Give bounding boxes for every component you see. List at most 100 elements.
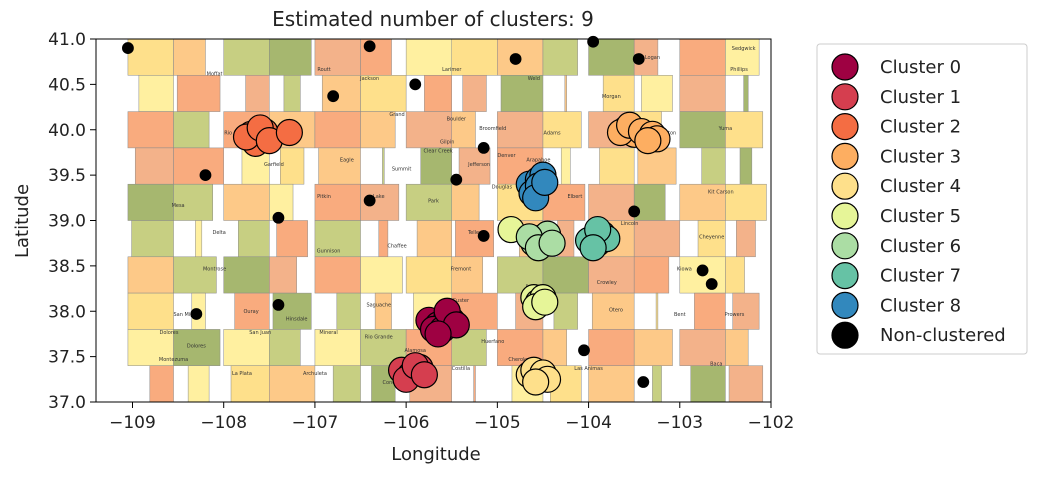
county-region bbox=[701, 147, 726, 185]
county-label: Routt bbox=[317, 67, 330, 73]
county-region bbox=[314, 183, 361, 221]
legend-label: Cluster 6 bbox=[880, 236, 961, 257]
county-region bbox=[382, 147, 385, 185]
data-point bbox=[705, 278, 718, 290]
data-point bbox=[272, 211, 285, 224]
data-point bbox=[696, 264, 709, 277]
county-region bbox=[497, 111, 544, 149]
county-label: Jefferson bbox=[467, 162, 490, 168]
series-3 bbox=[606, 111, 671, 155]
legend-item: Cluster 6 bbox=[831, 232, 961, 260]
data-point bbox=[522, 368, 550, 396]
county-region bbox=[633, 183, 666, 221]
county-label: Hinsdale bbox=[286, 316, 308, 322]
y-tick-label: 41.0 bbox=[48, 30, 86, 50]
county-region bbox=[633, 256, 670, 294]
county-label: Montezuma bbox=[159, 357, 188, 363]
county-region bbox=[641, 75, 673, 112]
county-label: Dolores bbox=[187, 344, 206, 350]
county-region bbox=[195, 220, 203, 258]
county-label: Chaffee bbox=[387, 244, 406, 250]
legend-frame bbox=[816, 43, 1028, 355]
county-region bbox=[314, 220, 361, 258]
county-label: Adams bbox=[544, 130, 561, 136]
county-label: Montrose bbox=[203, 266, 226, 272]
series-8 bbox=[515, 161, 559, 212]
county-label: Lincoln bbox=[621, 221, 639, 227]
county-region bbox=[245, 75, 270, 112]
county-label: Phillips bbox=[730, 67, 748, 73]
county-region bbox=[269, 329, 301, 366]
county-region bbox=[173, 147, 224, 185]
county-region bbox=[360, 75, 407, 112]
county-region bbox=[173, 183, 214, 221]
x-tick-label: −104 bbox=[565, 413, 612, 433]
county-region bbox=[743, 75, 749, 112]
county-region bbox=[332, 365, 361, 402]
x-tick-label: −103 bbox=[656, 413, 703, 433]
data-point bbox=[410, 361, 438, 389]
y-tick-label: 39.0 bbox=[48, 212, 86, 232]
data-point bbox=[450, 173, 463, 186]
county-region bbox=[127, 256, 174, 294]
county-label: Grand bbox=[389, 112, 404, 118]
series-6 bbox=[515, 220, 566, 262]
county-label: Custer bbox=[453, 298, 470, 304]
legend-item: Cluster 0 bbox=[831, 53, 961, 81]
county-label: Garfield bbox=[264, 162, 284, 168]
county-region bbox=[405, 183, 452, 221]
county-label: Kiowa bbox=[677, 266, 692, 272]
legend-label: Cluster 2 bbox=[880, 117, 961, 138]
county-region bbox=[542, 111, 582, 149]
county-region bbox=[283, 75, 301, 112]
county-label: Logan bbox=[645, 55, 660, 61]
county-region bbox=[314, 111, 361, 149]
data-point bbox=[587, 35, 600, 48]
county-region bbox=[424, 75, 452, 112]
county-label: Alamosa bbox=[405, 348, 426, 354]
legend-marker bbox=[831, 262, 859, 290]
county-label: Gilpin bbox=[440, 139, 454, 145]
chart-title: Estimated number of clusters: 9 bbox=[272, 7, 594, 31]
county-label: Broomfield bbox=[479, 126, 506, 132]
series-0 bbox=[415, 297, 470, 348]
legend-label: Cluster 8 bbox=[880, 295, 961, 316]
county-region bbox=[633, 220, 681, 258]
county-region bbox=[173, 111, 210, 149]
series-4 bbox=[515, 356, 562, 396]
county-region bbox=[473, 365, 476, 402]
county-label: Arapahoe bbox=[526, 158, 550, 164]
county-label: Archuleta bbox=[303, 371, 327, 377]
legend-item: Cluster 2 bbox=[831, 112, 961, 141]
y-tick-label: 38.5 bbox=[48, 257, 86, 277]
county-label: Yuma bbox=[718, 126, 733, 132]
county-region bbox=[127, 292, 174, 330]
county-label: Boulder bbox=[447, 117, 467, 123]
x-tick-label: −105 bbox=[474, 413, 521, 433]
legend-label: Cluster 3 bbox=[880, 146, 961, 167]
county-region bbox=[269, 39, 312, 76]
county-region bbox=[655, 292, 659, 330]
county-label: Mineral bbox=[319, 330, 337, 336]
data-point bbox=[578, 344, 590, 357]
x-tick-label: −107 bbox=[292, 413, 339, 433]
county-region bbox=[588, 183, 635, 221]
county-label: Baca bbox=[710, 362, 722, 368]
county-region bbox=[269, 256, 297, 294]
data-point bbox=[538, 229, 566, 257]
data-point bbox=[628, 205, 641, 218]
county-region bbox=[127, 183, 174, 221]
county-label: La Plata bbox=[232, 371, 252, 377]
county-region bbox=[451, 183, 480, 221]
legend-label: Cluster 7 bbox=[880, 266, 961, 287]
county-label: Conejos bbox=[383, 380, 403, 386]
county-region bbox=[732, 292, 760, 330]
county-region bbox=[542, 39, 578, 76]
county-label: Bent bbox=[674, 312, 686, 318]
county-region bbox=[679, 75, 726, 112]
county-label: Costilla bbox=[452, 366, 470, 372]
county-region bbox=[451, 256, 484, 294]
data-point bbox=[190, 308, 203, 320]
data-point bbox=[531, 288, 559, 316]
county-region bbox=[314, 256, 361, 294]
